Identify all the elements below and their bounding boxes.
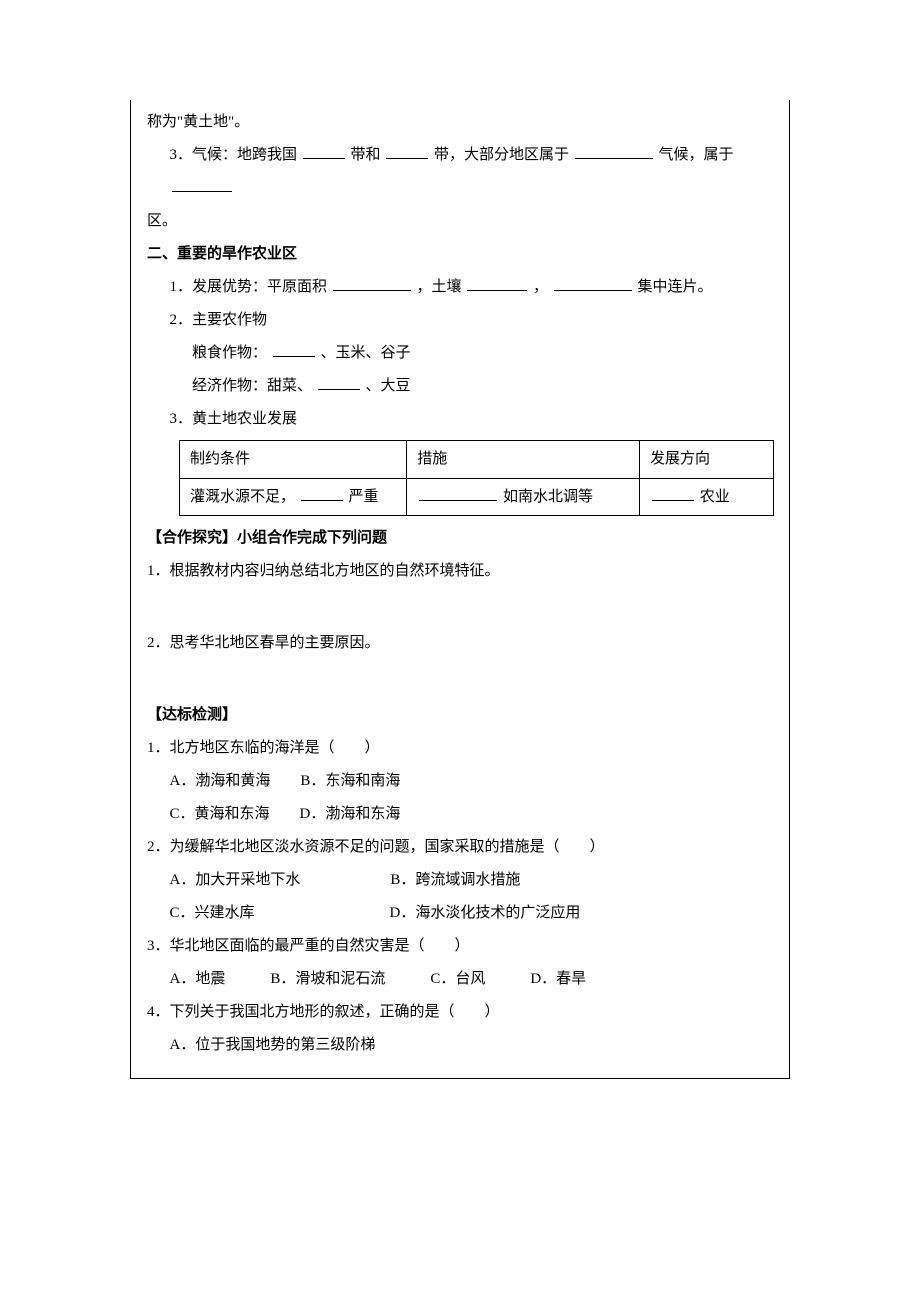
s2-grain: 粮食作物： 、玉米、谷子 [147, 337, 773, 370]
intro-climate-text-b: 带和 [351, 147, 381, 163]
intro-climate-text-a: 3．气候：地跨我国 [170, 147, 298, 163]
td-measure-a: 如南水北调等 [503, 489, 593, 505]
loess-dev-table: 制约条件 措施 发展方向 灌溉水源不足， 严重 如南水北调等 农业 [179, 440, 774, 516]
intro-climate-end: 区。 [147, 205, 773, 238]
answer-space-1 [147, 588, 773, 627]
blank-plain-area[interactable] [333, 275, 411, 291]
s2-advantage: 1．发展优势：平原面积 ，土壤 ， 集中连片。 [147, 271, 773, 304]
td-constraint-a: 灌溉水源不足， [190, 489, 295, 505]
td-measure: 如南水北调等 [407, 478, 640, 516]
s2-loess-heading: 3．黄土地农业发展 [147, 403, 773, 436]
q1-opts-a: A．渤海和黄海 B．东海和南海 [147, 765, 773, 798]
th-direction: 发展方向 [640, 441, 774, 479]
blank-measure[interactable] [419, 485, 497, 501]
s2-adv-a: 1．发展优势：平原面积 [170, 279, 328, 295]
q4-opt-a: A．位于我国地势的第三级阶梯 [147, 1029, 773, 1062]
explore-q2: 2．思考华北地区春旱的主要原因。 [147, 627, 773, 660]
td-direction-a: 农业 [700, 489, 730, 505]
s2-grain-b: 、玉米、谷子 [321, 345, 411, 361]
answer-space-2 [147, 660, 773, 699]
s2-econ-a: 经济作物：甜菜、 [192, 378, 312, 394]
table-row: 制约条件 措施 发展方向 [180, 441, 774, 479]
s2-econ: 经济作物：甜菜、 、大豆 [147, 370, 773, 403]
explore-q1: 1．根据教材内容归纳总结北方地区的自然环境特征。 [147, 555, 773, 588]
th-constraint: 制约条件 [180, 441, 407, 479]
blank-econ-crop[interactable] [318, 374, 360, 390]
blank-concentrated[interactable] [554, 275, 632, 291]
section2-heading: 二、重要的旱作农业区 [147, 238, 773, 271]
s2-crops-heading: 2．主要农作物 [147, 304, 773, 337]
q4: 4．下列关于我国北方地形的叙述，正确的是（ ） [147, 996, 773, 1029]
blank-zone1[interactable] [303, 143, 345, 159]
q1-opts-b: C．黄海和东海 D．渤海和东海 [147, 798, 773, 831]
blank-zone2[interactable] [386, 143, 428, 159]
test-heading: 【达标检测】 [147, 699, 773, 732]
blank-constraint[interactable] [301, 485, 343, 501]
blank-direction[interactable] [652, 485, 694, 501]
blank-climate-type[interactable] [575, 143, 653, 159]
intro-line1: 称为"黄土地"。 [147, 106, 773, 139]
s2-grain-a: 粮食作物： [192, 345, 267, 361]
q2: 2．为缓解华北地区淡水资源不足的问题，国家采取的措施是（ ） [147, 831, 773, 864]
intro-climate-text-d: 气候，属于 [659, 147, 734, 163]
q3: 3．华北地区面临的最严重的自然灾害是（ ） [147, 930, 773, 963]
blank-region[interactable] [172, 176, 232, 192]
s2-adv-d: 集中连片。 [638, 279, 713, 295]
explore-heading: 【合作探究】小组合作完成下列问题 [147, 522, 773, 555]
intro-climate-text-c: 带，大部分地区属于 [434, 147, 569, 163]
blank-soil[interactable] [467, 275, 527, 291]
s2-econ-b: 、大豆 [366, 378, 411, 394]
q2-opts-a: A．加大开采地下水 B．跨流域调水措施 [147, 864, 773, 897]
q1: 1．北方地区东临的海洋是（ ） [147, 732, 773, 765]
content-frame: 称为"黄土地"。 3．气候：地跨我国 带和 带，大部分地区属于 气候，属于 区。… [130, 100, 790, 1079]
s2-adv-b: ，土壤 [417, 279, 462, 295]
s2-adv-c: ， [533, 279, 548, 295]
q3-opts: A．地震 B．滑坡和泥石流 C．台风 D．春旱 [147, 963, 773, 996]
td-direction: 农业 [640, 478, 774, 516]
td-constraint: 灌溉水源不足， 严重 [180, 478, 407, 516]
th-measure: 措施 [407, 441, 640, 479]
intro-climate: 3．气候：地跨我国 带和 带，大部分地区属于 气候，属于 [147, 139, 773, 205]
table-row: 灌溉水源不足， 严重 如南水北调等 农业 [180, 478, 774, 516]
td-constraint-b: 严重 [349, 489, 379, 505]
blank-grain[interactable] [273, 341, 315, 357]
q2-opts-b: C．兴建水库 D．海水淡化技术的广泛应用 [147, 897, 773, 930]
